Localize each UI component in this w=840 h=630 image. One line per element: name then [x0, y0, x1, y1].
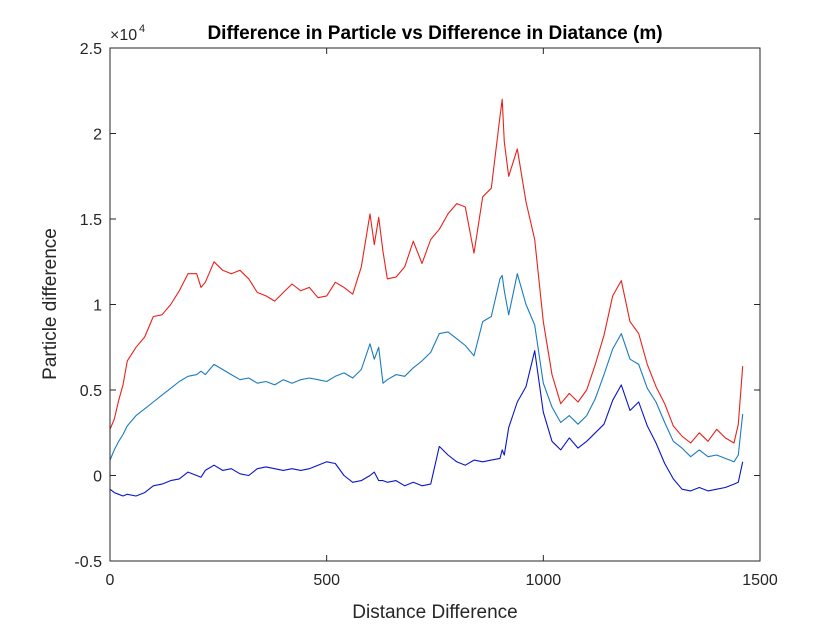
y-axis-exponent-base: ×10 — [110, 27, 137, 44]
y-axis-label: Particle difference — [40, 228, 61, 380]
y-tick-label: 0.5 — [80, 383, 102, 400]
chart-title: Difference in Particle vs Difference in … — [207, 23, 662, 44]
y-tick-label: 2.5 — [80, 41, 102, 58]
y-tick-label: -0.5 — [74, 554, 102, 571]
x-axis-label: Distance Difference — [352, 602, 517, 623]
y-axis-exponent: ×10 — [110, 27, 137, 44]
x-tick-label: 1000 — [526, 572, 562, 589]
plot-background — [110, 48, 760, 561]
x-tick-label: 1500 — [742, 572, 778, 589]
y-tick-label: 2 — [93, 127, 102, 144]
series-layer — [109, 98, 744, 497]
series-line-1 — [109, 98, 744, 444]
series-line-3 — [109, 350, 744, 497]
y-axis-ticks: -0.5 0 0.5 1 1.5 2 2.5 — [74, 41, 760, 571]
y-axis-exponent-power: 4 — [139, 23, 145, 35]
x-tick-label: 0 — [106, 572, 115, 589]
y-tick-label: 0 — [93, 469, 102, 486]
series-line-2 — [109, 273, 744, 463]
x-axis-ticks: 0 500 1000 1500 — [106, 48, 778, 589]
y-tick-label: 1.5 — [80, 212, 102, 229]
y-tick-label: 1 — [93, 298, 102, 315]
x-tick-label: 500 — [313, 572, 340, 589]
